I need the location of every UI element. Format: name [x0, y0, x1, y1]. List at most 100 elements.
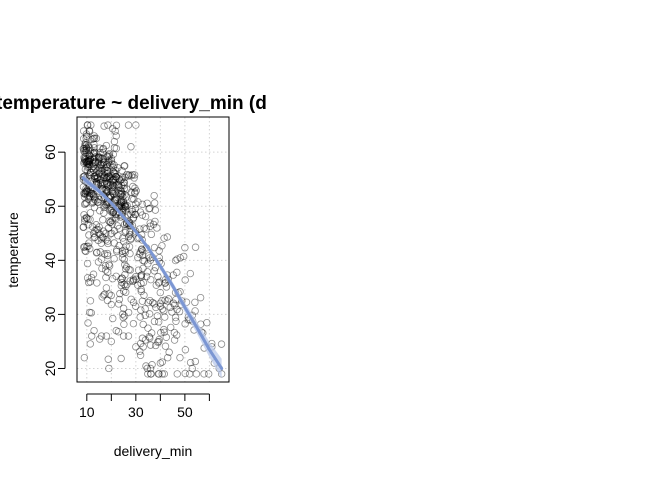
data-point — [129, 275, 138, 283]
data-point — [98, 166, 107, 175]
data-point — [108, 216, 116, 225]
data-point — [119, 237, 128, 246]
data-point — [117, 199, 125, 208]
data-point — [186, 269, 195, 278]
data-point — [181, 320, 189, 328]
data-point — [95, 169, 103, 177]
data-point — [124, 308, 133, 317]
data-point — [93, 248, 101, 257]
data-point — [119, 234, 127, 242]
data-point — [114, 182, 122, 190]
data-point — [109, 181, 117, 189]
data-point — [80, 353, 89, 362]
data-point — [97, 166, 105, 175]
data-point — [96, 164, 105, 173]
data-point — [128, 205, 136, 214]
data-point — [138, 245, 146, 254]
data-point — [108, 207, 116, 215]
data-point — [119, 304, 128, 313]
data-point — [107, 300, 116, 309]
data-point — [116, 176, 124, 185]
data-point — [82, 141, 91, 149]
data-point — [96, 148, 104, 157]
data-point — [120, 184, 129, 193]
data-point — [142, 225, 150, 233]
data-point — [150, 191, 158, 200]
data-point — [139, 256, 147, 265]
data-point — [118, 247, 127, 255]
data-point — [136, 248, 145, 256]
data-point — [122, 227, 130, 235]
data-point — [163, 297, 172, 305]
data-point — [125, 171, 133, 179]
data-point — [86, 244, 94, 253]
data-point — [117, 354, 125, 363]
data-point — [114, 164, 122, 172]
data-point — [116, 190, 125, 199]
data-point — [204, 370, 213, 378]
data-point — [95, 195, 103, 204]
data-point — [115, 295, 124, 304]
data-point — [161, 342, 170, 350]
data-point — [99, 145, 107, 153]
data-point — [87, 309, 95, 317]
data-point — [130, 276, 138, 285]
data-point — [108, 200, 117, 209]
data-point — [181, 369, 189, 378]
data-point — [152, 281, 160, 289]
data-point — [150, 267, 159, 275]
data-point — [117, 198, 126, 206]
data-point — [185, 370, 194, 378]
data-point — [119, 193, 127, 201]
data-point — [138, 245, 146, 253]
data-point — [109, 176, 118, 185]
data-point — [145, 205, 153, 213]
data-point — [158, 242, 166, 250]
data-point — [91, 174, 99, 183]
data-point — [134, 253, 142, 262]
data-point — [108, 220, 116, 228]
data-point — [96, 161, 105, 169]
data-point — [84, 157, 93, 166]
data-point — [154, 272, 162, 281]
data-point — [113, 246, 121, 254]
data-point — [89, 198, 97, 206]
data-point — [80, 154, 89, 163]
data-point — [141, 305, 149, 313]
data-point — [181, 346, 190, 354]
data-point — [128, 207, 136, 216]
data-point — [121, 201, 129, 209]
data-point — [117, 187, 126, 196]
data-point — [91, 164, 100, 173]
data-point — [104, 158, 113, 166]
data-point — [126, 266, 135, 274]
data-point — [84, 154, 93, 163]
data-point — [121, 248, 130, 256]
data-point — [102, 284, 111, 292]
data-point — [106, 207, 114, 215]
data-point — [79, 145, 88, 153]
data-point — [81, 146, 90, 155]
data-point — [117, 191, 125, 199]
data-point — [116, 289, 124, 298]
data-point — [112, 166, 120, 175]
data-point — [175, 307, 184, 316]
data-point — [119, 197, 128, 205]
data-point — [155, 247, 163, 255]
data-point — [80, 153, 88, 161]
data-point — [191, 243, 200, 251]
data-point — [80, 189, 88, 198]
data-point — [90, 148, 99, 157]
data-point — [156, 299, 164, 308]
data-point — [139, 278, 148, 287]
data-point — [83, 192, 92, 200]
data-point — [102, 201, 110, 209]
data-point — [86, 151, 94, 159]
data-point — [83, 186, 91, 194]
data-point — [96, 335, 104, 343]
data-point — [112, 214, 120, 223]
data-point — [94, 166, 102, 175]
data-point — [98, 179, 107, 188]
data-point — [100, 173, 108, 182]
